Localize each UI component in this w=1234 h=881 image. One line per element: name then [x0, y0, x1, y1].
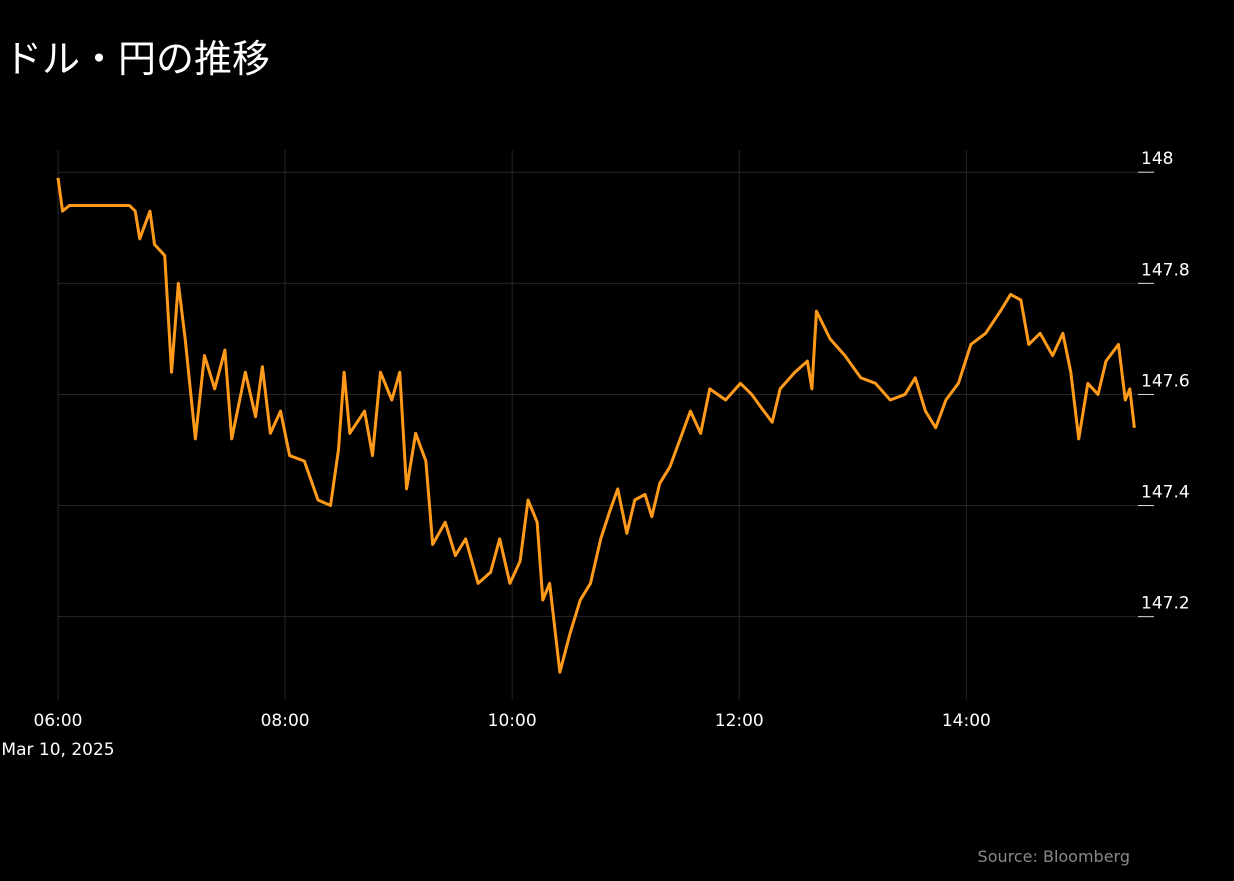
- x-date-label: Mar 10, 2025: [1, 740, 114, 760]
- y-tick-label: 147.2: [1141, 594, 1190, 614]
- chart-title: ドル・円の推移: [4, 37, 270, 81]
- y-tick-label: 147.8: [1141, 260, 1190, 280]
- x-tick-label: 12:00: [715, 711, 764, 731]
- x-tick-label: 10:00: [488, 711, 537, 731]
- x-tick-label: 06:00: [34, 711, 83, 731]
- x-tick-label: 08:00: [261, 711, 310, 731]
- source: Source: Bloomberg: [978, 847, 1130, 866]
- y-tick-label: 147.6: [1141, 371, 1190, 391]
- line: [56, 177, 1136, 674]
- x-tick-label: 14:00: [942, 711, 991, 731]
- y-tick-label: 148: [1141, 149, 1173, 169]
- y-tick-label: 147.4: [1141, 483, 1190, 503]
